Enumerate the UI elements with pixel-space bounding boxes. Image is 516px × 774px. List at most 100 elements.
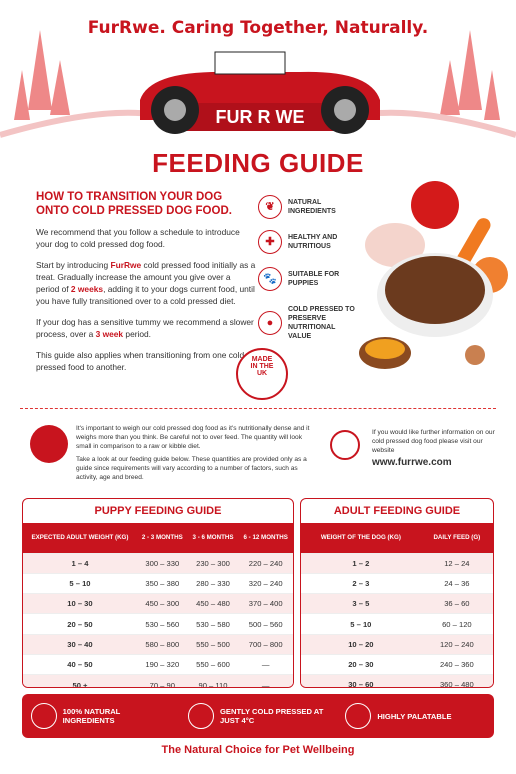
paragraph: If your dog has a sensitive tummy we rec… — [36, 316, 256, 340]
cell: 20 – 50 — [23, 613, 137, 635]
cell: 550 – 500 — [187, 633, 239, 655]
puppy-table: PUPPY FEEDING GUIDE EXPECTED ADULT WEIGHT… — [22, 498, 294, 688]
feature-label: SUITABLE FOR PUPPIES — [288, 271, 340, 287]
icon — [30, 703, 57, 729]
icon: ❦ — [258, 195, 282, 219]
header-cell: DAILY FEED (G) — [420, 523, 493, 553]
cell: 300 – 330 — [136, 552, 188, 574]
divider — [20, 408, 496, 409]
text: This guide also applies when transitioni… — [36, 350, 245, 372]
cell: 700 – 800 — [238, 633, 293, 655]
row: 1 – 2 12 – 24 — [301, 552, 493, 574]
cell: 10 – 30 — [23, 593, 137, 614]
table: EXPECTED ADULT WEIGHT (KG) 2 - 3 MONTHS 3 … — [23, 523, 293, 687]
tagline: FurRwe. Caring Together, Naturally. — [87, 18, 429, 38]
cell: — — [238, 674, 293, 687]
header-cell: 2 - 3 MONTHS — [136, 523, 188, 553]
cell: 90 – 110 — [187, 674, 239, 687]
row: 20 – 50 530 – 560 530 – 580 500 – 560 — [23, 613, 293, 635]
table-title: PUPPY FEEDING GUIDE — [94, 505, 222, 517]
row: 30 – 40 580 – 800 550 – 500 700 – 800 — [23, 633, 293, 655]
cell: 30 – 40 — [23, 633, 137, 655]
cell: 1 – 4 — [23, 552, 137, 574]
emphasis: 3 week — [95, 329, 124, 339]
row: 1 – 4 300 – 330 230 – 300 220 – 240 — [23, 552, 293, 574]
url: www.furrwe.com — [372, 457, 452, 468]
cell: 60 – 120 — [420, 613, 493, 635]
header-cell: WEIGHT OF THE DOG (KG) — [301, 523, 421, 553]
row: 40 – 50 190 – 320 550 – 600— — [23, 653, 293, 675]
cell: 5 – 10 — [23, 572, 137, 594]
cell: 350 – 380 — [136, 572, 188, 594]
table: WEIGHT OF THE DOG (KG) DAILY FEED (G) 1 – … — [301, 523, 493, 687]
benefit: GENTLY COLD PRESSED AT JUST 4°C — [187, 703, 328, 729]
cell: 370 – 400 — [238, 593, 293, 614]
cell: 550 – 600 — [187, 653, 239, 675]
text: If you would like further information on… — [372, 429, 495, 454]
text: Start by introducing — [36, 260, 109, 270]
text: period. — [125, 329, 152, 339]
cell: 36 – 60 — [420, 593, 493, 614]
benefit-label: 100% NATURAL INGREDIENTS — [62, 707, 121, 725]
benefit: HIGHLY PALATABLE — [345, 703, 485, 729]
benefit: 100% NATURAL INGREDIENTS — [30, 703, 171, 729]
row: 10 – 20 120 – 240 — [301, 633, 493, 655]
scale-icon — [30, 425, 68, 463]
benefit-label: HIGHLY PALATABLE — [377, 711, 452, 721]
cell: 120 – 240 — [420, 633, 493, 655]
feature-label: COLD PRESSED TO PRESERVE NUTRITIONAL VAL… — [288, 306, 355, 340]
cell: 580 – 800 — [136, 633, 188, 655]
cell: 50 + — [23, 674, 137, 687]
paragraph: Start by introducing FurRwe cold pressed… — [36, 259, 256, 307]
icon — [345, 703, 372, 729]
intro: HOW TO TRANSITION YOUR DOG ONTO COLD PRE… — [36, 190, 256, 382]
cell: 530 – 580 — [187, 613, 239, 635]
car-label: FUR R WE — [216, 107, 305, 127]
made-in-uk-badge: MADE IN THE UK — [236, 348, 288, 400]
cell: 190 – 320 — [136, 653, 188, 675]
cell: 240 – 360 — [420, 653, 493, 675]
intro-heading: HOW TO TRANSITION YOUR DOG ONTO COLD PRE… — [36, 191, 232, 217]
icon: ✚ — [258, 230, 282, 254]
icon — [187, 703, 214, 729]
row: 5 – 10 60 – 120 — [301, 613, 493, 635]
text: It's important to weigh our cold pressed… — [76, 425, 310, 450]
paragraph: This guide also applies when transitioni… — [36, 349, 256, 373]
feature: ● COLD PRESSED TO PRESERVE NUTRITIONAL VA… — [258, 305, 358, 341]
cell: 12 – 24 — [420, 552, 493, 574]
text: We recommend that you follow a schedule … — [36, 227, 240, 249]
cell: 3 – 5 — [301, 593, 421, 614]
emphasis: 2 weeks — [70, 284, 104, 294]
text: Take a look at our feeding guide below. … — [76, 456, 307, 481]
cell: 70 – 90 — [136, 674, 188, 687]
header-cell: 3 - 6 MONTHS — [187, 523, 239, 553]
text: If your dog has a sensitive tummy we rec… — [36, 317, 254, 339]
cell: 280 – 330 — [187, 572, 239, 594]
footer: The Natural Choice for Pet Wellbeing — [161, 744, 355, 756]
header-row: EXPECTED ADULT WEIGHT (KG) 2 - 3 MONTHS 3 … — [23, 523, 293, 553]
header-cell: 6 - 12 MONTHS — [238, 523, 293, 553]
cell: 530 – 560 — [136, 613, 188, 635]
table-title: ADULT FEEDING GUIDE — [333, 505, 461, 517]
row: 50 +70 – 90 90 – 110— — [23, 674, 293, 687]
cell: 10 – 20 — [301, 633, 421, 655]
feature-label: NATURAL INGREDIENTS — [288, 199, 336, 215]
web-note: If you would like further information on… — [372, 428, 497, 468]
header-cell: EXPECTED ADULT WEIGHT (KG) — [23, 523, 137, 553]
cell: 450 – 480 — [187, 593, 239, 614]
row: 2 – 3 24 – 36 — [301, 572, 493, 594]
cell: 30 – 60 — [301, 674, 421, 687]
text: , adding it to your dogs current food, u… — [36, 284, 255, 306]
header-row: WEIGHT OF THE DOG (KG) DAILY FEED (G) — [301, 523, 493, 553]
cell: 40 – 50 — [23, 653, 137, 675]
globe-icon — [330, 430, 360, 460]
benefit-label: GENTLY COLD PRESSED AT JUST 4°C — [219, 707, 324, 725]
title: FEEDING GUIDE — [152, 148, 364, 178]
row: 3 – 5 36 – 60 — [301, 593, 493, 614]
food-illustration — [359, 181, 508, 369]
row: 10 – 30 450 – 300 450 – 480 370 – 400 — [23, 593, 293, 614]
paragraph: We recommend that you follow a schedule … — [36, 226, 256, 250]
cell: 220 – 240 — [238, 552, 293, 574]
feature: ✚ HEALTHY AND NUTRITIOUS — [258, 230, 358, 254]
